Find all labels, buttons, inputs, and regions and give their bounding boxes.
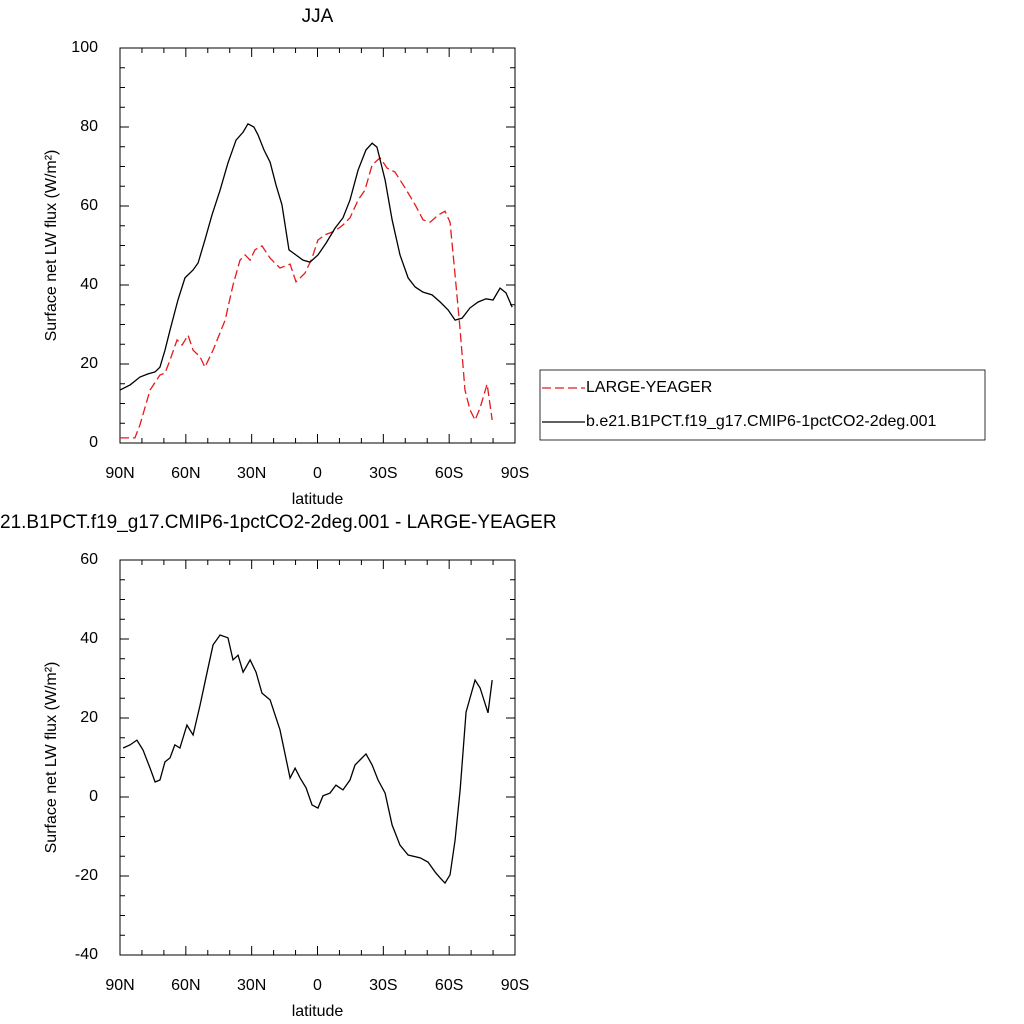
x-tick-label: 60N	[171, 465, 200, 482]
x-tick-label: 30S	[369, 977, 397, 994]
y-tick-label: 60	[80, 551, 98, 568]
y-axis-label: Surface net LW flux (W/m²)	[43, 662, 60, 854]
data-line	[122, 634, 493, 885]
x-tick-label: 0	[313, 977, 322, 994]
y-tick-label: 80	[80, 118, 98, 135]
x-tick-label: 90S	[501, 977, 529, 994]
y-tick-label: 60	[80, 197, 98, 214]
y-tick-label: -40	[75, 946, 98, 963]
x-tick-label: 0	[313, 465, 322, 482]
y-tick-label: 20	[80, 355, 98, 372]
x-axis-label: latitude	[292, 1003, 344, 1020]
x-tick-label: 90N	[105, 977, 134, 994]
x-tick-label: 60S	[435, 977, 463, 994]
legend-box	[539, 369, 986, 441]
x-tick-label: 90S	[501, 465, 529, 482]
data-line	[119, 122, 513, 391]
y-axis-label: Surface net LW flux (W/m²)	[43, 150, 60, 342]
legend-label: b.e21.B1PCT.f19_g17.CMIP6-1pctCO2-2deg.0…	[586, 413, 937, 430]
y-tick-label: -20	[75, 867, 98, 884]
x-tick-label: 90N	[105, 465, 134, 482]
y-tick-label: 0	[89, 788, 98, 805]
plot-frame	[119, 47, 516, 444]
chart-title: 21.B1PCT.f19_g17.CMIP6-1pctCO2-2deg.001 …	[0, 512, 557, 533]
y-tick-label: 100	[71, 39, 98, 56]
x-tick-label: 30S	[369, 465, 397, 482]
plot-frame	[119, 559, 516, 956]
y-tick-label: 20	[80, 709, 98, 726]
x-tick-label: 60S	[435, 465, 463, 482]
data-line	[120, 156, 493, 439]
y-tick-label: 40	[80, 276, 98, 293]
y-tick-label: 0	[89, 434, 98, 451]
x-tick-label: 30N	[237, 977, 266, 994]
legend-label: LARGE-YEAGER	[586, 379, 712, 396]
x-tick-label: 60N	[171, 977, 200, 994]
x-axis-label: latitude	[292, 491, 344, 508]
chart-title: JJA	[302, 6, 334, 27]
x-tick-label: 30N	[237, 465, 266, 482]
y-tick-label: 40	[80, 630, 98, 647]
